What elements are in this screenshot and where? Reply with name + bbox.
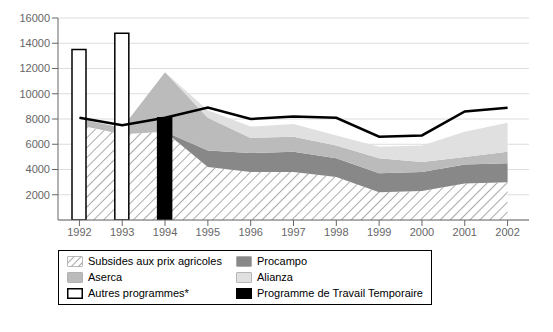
svg-text:1994: 1994 (153, 226, 177, 238)
html-text:Procampo: Procampo (256, 255, 307, 267)
svg-text:2000: 2000 (410, 226, 434, 238)
svg-text:1999: 1999 (367, 226, 391, 238)
svg-text:2001: 2001 (453, 226, 477, 238)
svg-text:1996: 1996 (238, 226, 262, 238)
svg-text:16000: 16000 (19, 12, 50, 24)
svg-text:1997: 1997 (281, 226, 305, 238)
svg-text:8000: 8000 (26, 113, 50, 125)
svg-text:6000: 6000 (26, 138, 50, 150)
svg-text:14000: 14000 (19, 37, 50, 49)
html-text:Subsides aux prix agricoles: Subsides aux prix agricoles (88, 255, 222, 267)
html-text:Autres programmes*: Autres programmes* (88, 287, 189, 299)
svg-text:12000: 12000 (19, 62, 50, 74)
svg-text:2000: 2000 (26, 189, 50, 201)
html-text:Programme de Travail Temporair: Programme de Travail Temporaire (256, 287, 423, 299)
svg-text:1992: 1992 (67, 226, 91, 238)
svg-text:1998: 1998 (324, 226, 348, 238)
svg-text:4000: 4000 (26, 163, 50, 175)
svg-text:1995: 1995 (196, 226, 220, 238)
svg-text:1993: 1993 (110, 226, 134, 238)
html-text:Aserca: Aserca (88, 271, 123, 283)
svg-text:10000: 10000 (19, 88, 50, 100)
html-text:Alianza: Alianza (256, 271, 293, 283)
svg-text:2002: 2002 (495, 226, 519, 238)
